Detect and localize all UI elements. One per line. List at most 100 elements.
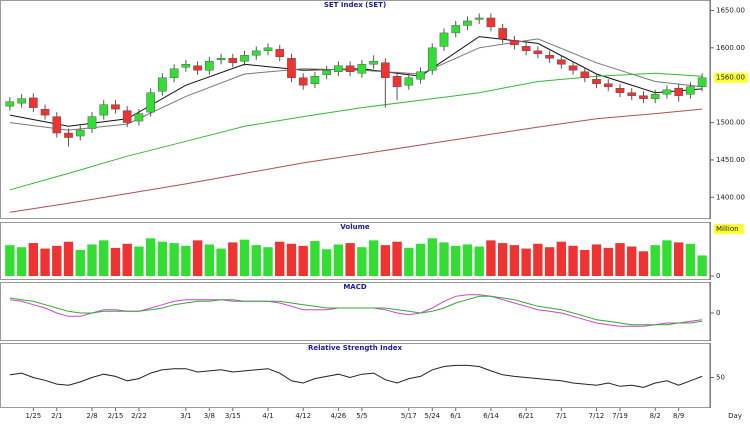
- y-tick-label: 0: [716, 272, 720, 280]
- volume-bar: [486, 240, 496, 276]
- x-tick-label: 6/21: [518, 412, 534, 420]
- volume-bar: [497, 243, 508, 276]
- volume-bar: [615, 243, 625, 276]
- x-tick-label: 5/24: [424, 412, 440, 420]
- volume-bar: [533, 243, 543, 276]
- volume-bar: [380, 245, 391, 276]
- x-tick-label: 7/1: [556, 412, 567, 420]
- panel-title: SET Index (SET): [324, 1, 386, 9]
- volume-bar: [321, 249, 332, 276]
- x-tick-label: 5/5: [356, 412, 367, 420]
- candle-body: [52, 116, 62, 134]
- candle-body: [404, 77, 414, 86]
- volume-bar: [521, 248, 531, 276]
- indicator-line: [9, 295, 703, 326]
- volume-bar: [462, 244, 473, 276]
- x-tick-label: 3/15: [225, 412, 241, 420]
- volume-bar: [392, 241, 402, 276]
- unit-box: [714, 224, 744, 234]
- candle-body: [533, 50, 543, 55]
- candle-body: [392, 76, 402, 87]
- candle-body: [474, 17, 484, 20]
- volume-bar: [16, 247, 27, 276]
- volume-bar: [427, 238, 437, 276]
- x-axis-label: Day: [728, 412, 742, 420]
- volume-bar: [310, 241, 320, 276]
- volume-bar: [157, 241, 168, 276]
- volume-bar: [650, 245, 660, 276]
- last-price-label: 1560.00: [716, 74, 745, 82]
- candle-body: [111, 104, 120, 110]
- candle-body: [416, 71, 425, 80]
- candle-body: [545, 55, 554, 59]
- panel-title: MACD: [343, 283, 367, 291]
- candle-body: [75, 129, 85, 137]
- candle-body: [510, 40, 519, 46]
- volume-bar: [63, 241, 74, 276]
- candle-body: [193, 65, 202, 71]
- volume-bar: [474, 246, 484, 276]
- candle-body: [615, 87, 625, 93]
- candle-body: [87, 116, 97, 129]
- candle-body: [427, 47, 437, 71]
- x-tick-label: 4/26: [331, 412, 347, 420]
- candle-body: [287, 58, 296, 78]
- x-tick-label: 3/8: [204, 412, 215, 420]
- volume-bar: [110, 247, 121, 276]
- unit-label: Million: [716, 225, 739, 233]
- volume-bar: [404, 247, 414, 276]
- volume-bar: [509, 245, 520, 276]
- last-price-box: [714, 72, 748, 83]
- volume-bar: [228, 242, 238, 276]
- moving-average-line: [9, 108, 703, 213]
- volume-bar: [544, 247, 555, 276]
- volume-bar: [204, 244, 215, 276]
- candle-body: [334, 65, 343, 72]
- volume-bar: [627, 246, 637, 276]
- volume-bar: [345, 243, 355, 276]
- volume-bar: [286, 243, 297, 276]
- volume-bar: [580, 249, 590, 276]
- x-tick-label: 7/12: [589, 412, 605, 420]
- candle-body: [662, 89, 672, 95]
- candle-body: [134, 113, 144, 122]
- candle-body: [697, 77, 707, 87]
- volume-bar: [75, 249, 85, 276]
- x-tick-label: 8/9: [673, 412, 684, 420]
- candle-body: [592, 79, 601, 84]
- candle-body: [345, 65, 355, 72]
- candle-body: [40, 108, 50, 116]
- volume-bar: [451, 245, 461, 276]
- y-tick-label: 0: [716, 309, 720, 317]
- y-tick-label: 1650.00: [716, 6, 745, 14]
- candle-body: [181, 64, 191, 68]
- x-tick-label: 4/1: [262, 412, 273, 420]
- candle-body: [603, 83, 613, 87]
- x-tick-label: 1/25: [25, 412, 41, 420]
- volume-bar: [99, 240, 109, 276]
- panel-title: Volume: [340, 223, 370, 231]
- candle-body: [381, 62, 390, 78]
- x-tick-label: 5/17: [401, 412, 417, 420]
- volume-bar: [87, 244, 97, 276]
- x-tick-label: 6/1: [450, 412, 461, 420]
- y-tick-label: 1500.00: [716, 119, 745, 127]
- candle-body: [263, 47, 273, 52]
- volume-bar: [181, 245, 191, 276]
- candle-body: [146, 92, 155, 113]
- y-tick-label: 1450.00: [716, 156, 745, 164]
- candle-body: [451, 25, 461, 34]
- x-tick-label: 6/14: [483, 412, 499, 420]
- volume-bar: [673, 242, 684, 276]
- volume-bar: [145, 238, 156, 276]
- candle-body: [169, 68, 179, 78]
- volume-bar: [662, 240, 672, 276]
- candle-body: [29, 97, 38, 108]
- candle-body: [674, 87, 683, 96]
- volume-bar: [568, 245, 578, 276]
- x-tick-label: 2/15: [108, 412, 124, 420]
- x-tick-label: 3/1: [180, 412, 191, 420]
- candle-body: [228, 58, 238, 63]
- candle-body: [275, 49, 285, 58]
